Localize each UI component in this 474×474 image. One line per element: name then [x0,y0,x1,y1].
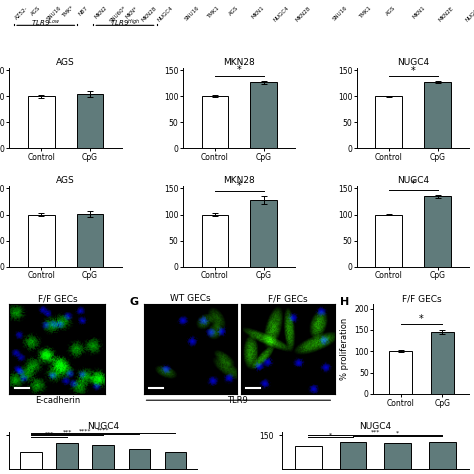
Text: MKN1: MKN1 [250,5,265,20]
Bar [56,443,78,469]
Text: ***: *** [371,430,380,435]
Text: $TLR9^{Low}$: $TLR9^{Low}$ [31,17,60,28]
Title: AGS: AGS [56,176,75,185]
Bar [424,82,451,148]
Bar [250,200,277,266]
Text: NUGC4: NUGC4 [359,421,392,430]
Bar [28,96,55,148]
Text: NUGC4: NUGC4 [465,5,474,23]
Bar [128,449,150,469]
Text: TLR9: TLR9 [227,396,248,405]
Bar [164,452,186,469]
Bar [375,215,402,266]
Text: AGS: AGS [228,5,240,17]
Bar [201,96,228,148]
Text: AGS: AGS [30,5,42,17]
Y-axis label: % proliferation: % proliferation [339,318,348,380]
Bar [20,452,42,469]
Bar [76,214,103,266]
Text: ****: **** [79,428,91,434]
Bar [295,447,322,469]
Title: MKN28: MKN28 [224,58,255,67]
Text: MKN28: MKN28 [294,5,312,22]
Text: ***: *** [45,431,54,437]
Text: *: * [419,314,424,324]
Text: MKN28: MKN28 [141,5,158,22]
Title: F/F GECs: F/F GECs [37,294,77,303]
Text: TMK*: TMK* [62,5,75,19]
Text: MKN2: MKN2 [93,5,108,20]
Text: NUGC4: NUGC4 [156,5,174,23]
Text: *: * [396,431,399,436]
Text: ****: **** [97,427,109,432]
Bar [340,442,366,469]
Bar [76,94,103,148]
Bar [28,215,55,266]
Title: AGS: AGS [56,58,75,67]
Title: WT GECs: WT GECs [170,294,211,303]
Text: E-cadherin: E-cadherin [35,396,80,405]
Text: TMK1: TMK1 [206,5,220,19]
Text: AZ52-: AZ52- [14,5,29,20]
Text: NUGC4: NUGC4 [273,5,290,23]
Text: MKN*: MKN* [125,5,139,19]
Text: TMK1: TMK1 [358,5,372,19]
Text: *: * [237,181,242,191]
Bar [429,442,456,469]
Bar [375,96,402,148]
Title: NUGC4: NUGC4 [397,58,429,67]
Text: SNU16: SNU16 [184,5,201,22]
Text: MKN1: MKN1 [411,5,426,20]
Text: *: * [411,66,416,76]
Bar [92,445,114,469]
Text: NUGC4: NUGC4 [87,421,119,430]
Text: G: G [129,297,138,307]
Text: SNU16: SNU16 [331,5,348,22]
Title: F/F GECs: F/F GECs [401,294,441,303]
Bar [431,332,454,394]
Text: $TLR9^{High}$: $TLR9^{High}$ [109,17,140,28]
Text: *: * [411,180,416,190]
Title: F/F GECs: F/F GECs [268,294,308,303]
Title: MKN28: MKN28 [224,176,255,185]
Bar [250,82,277,148]
Bar [384,443,411,469]
Text: *: * [329,432,332,437]
Text: AGS: AGS [385,5,396,17]
Text: MKN2E: MKN2E [438,5,455,22]
Bar [201,215,228,266]
Text: *: * [237,65,242,75]
Bar [424,196,451,266]
Text: SNU16: SNU16 [46,5,63,22]
Text: N87: N87 [77,5,89,17]
Text: H: H [340,297,349,307]
Text: SNU60*: SNU60* [109,5,128,24]
Title: NUGC4: NUGC4 [397,176,429,185]
Text: ***: *** [63,430,72,435]
Bar [389,351,412,394]
